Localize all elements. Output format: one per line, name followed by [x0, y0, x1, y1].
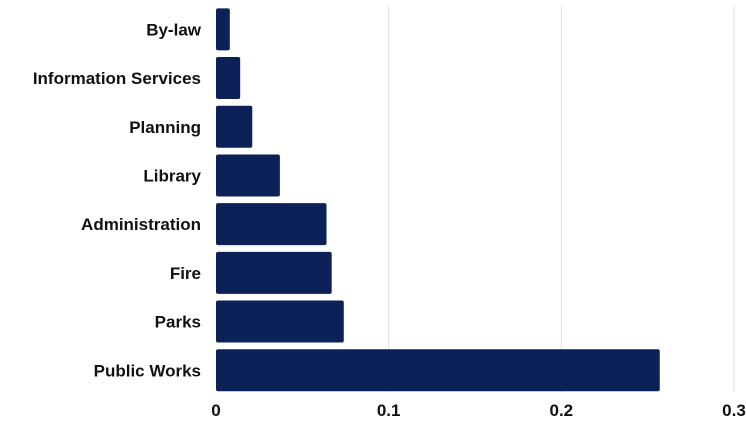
bar: [216, 154, 280, 197]
category-label: Parks: [155, 313, 201, 332]
bar: [216, 8, 230, 51]
bar: [216, 105, 253, 148]
category-label: Administration: [81, 215, 201, 234]
category-label: Information Services: [33, 69, 201, 88]
category-labels: By-law Information Services Planning Librar…: [33, 20, 202, 380]
category-label: Planning: [129, 118, 201, 137]
category-label: Public Works: [94, 361, 201, 380]
x-tick-label: 0.2: [550, 401, 574, 420]
category-label: By-law: [146, 20, 202, 39]
bar: [216, 251, 332, 294]
bar: [216, 203, 327, 246]
bars: [216, 8, 660, 392]
gridlines: [388, 5, 735, 392]
bar: [216, 57, 241, 100]
x-tick-label: 0.3: [722, 401, 746, 420]
x-tick-label: 0.1: [377, 401, 401, 420]
category-label: Fire: [170, 264, 201, 283]
x-tick-label: 0: [211, 401, 220, 420]
x-tick-labels: 0 0.1 0.2 0.3: [211, 401, 746, 420]
bar: [216, 300, 344, 343]
bar: [216, 349, 660, 392]
category-label: Library: [143, 166, 201, 185]
